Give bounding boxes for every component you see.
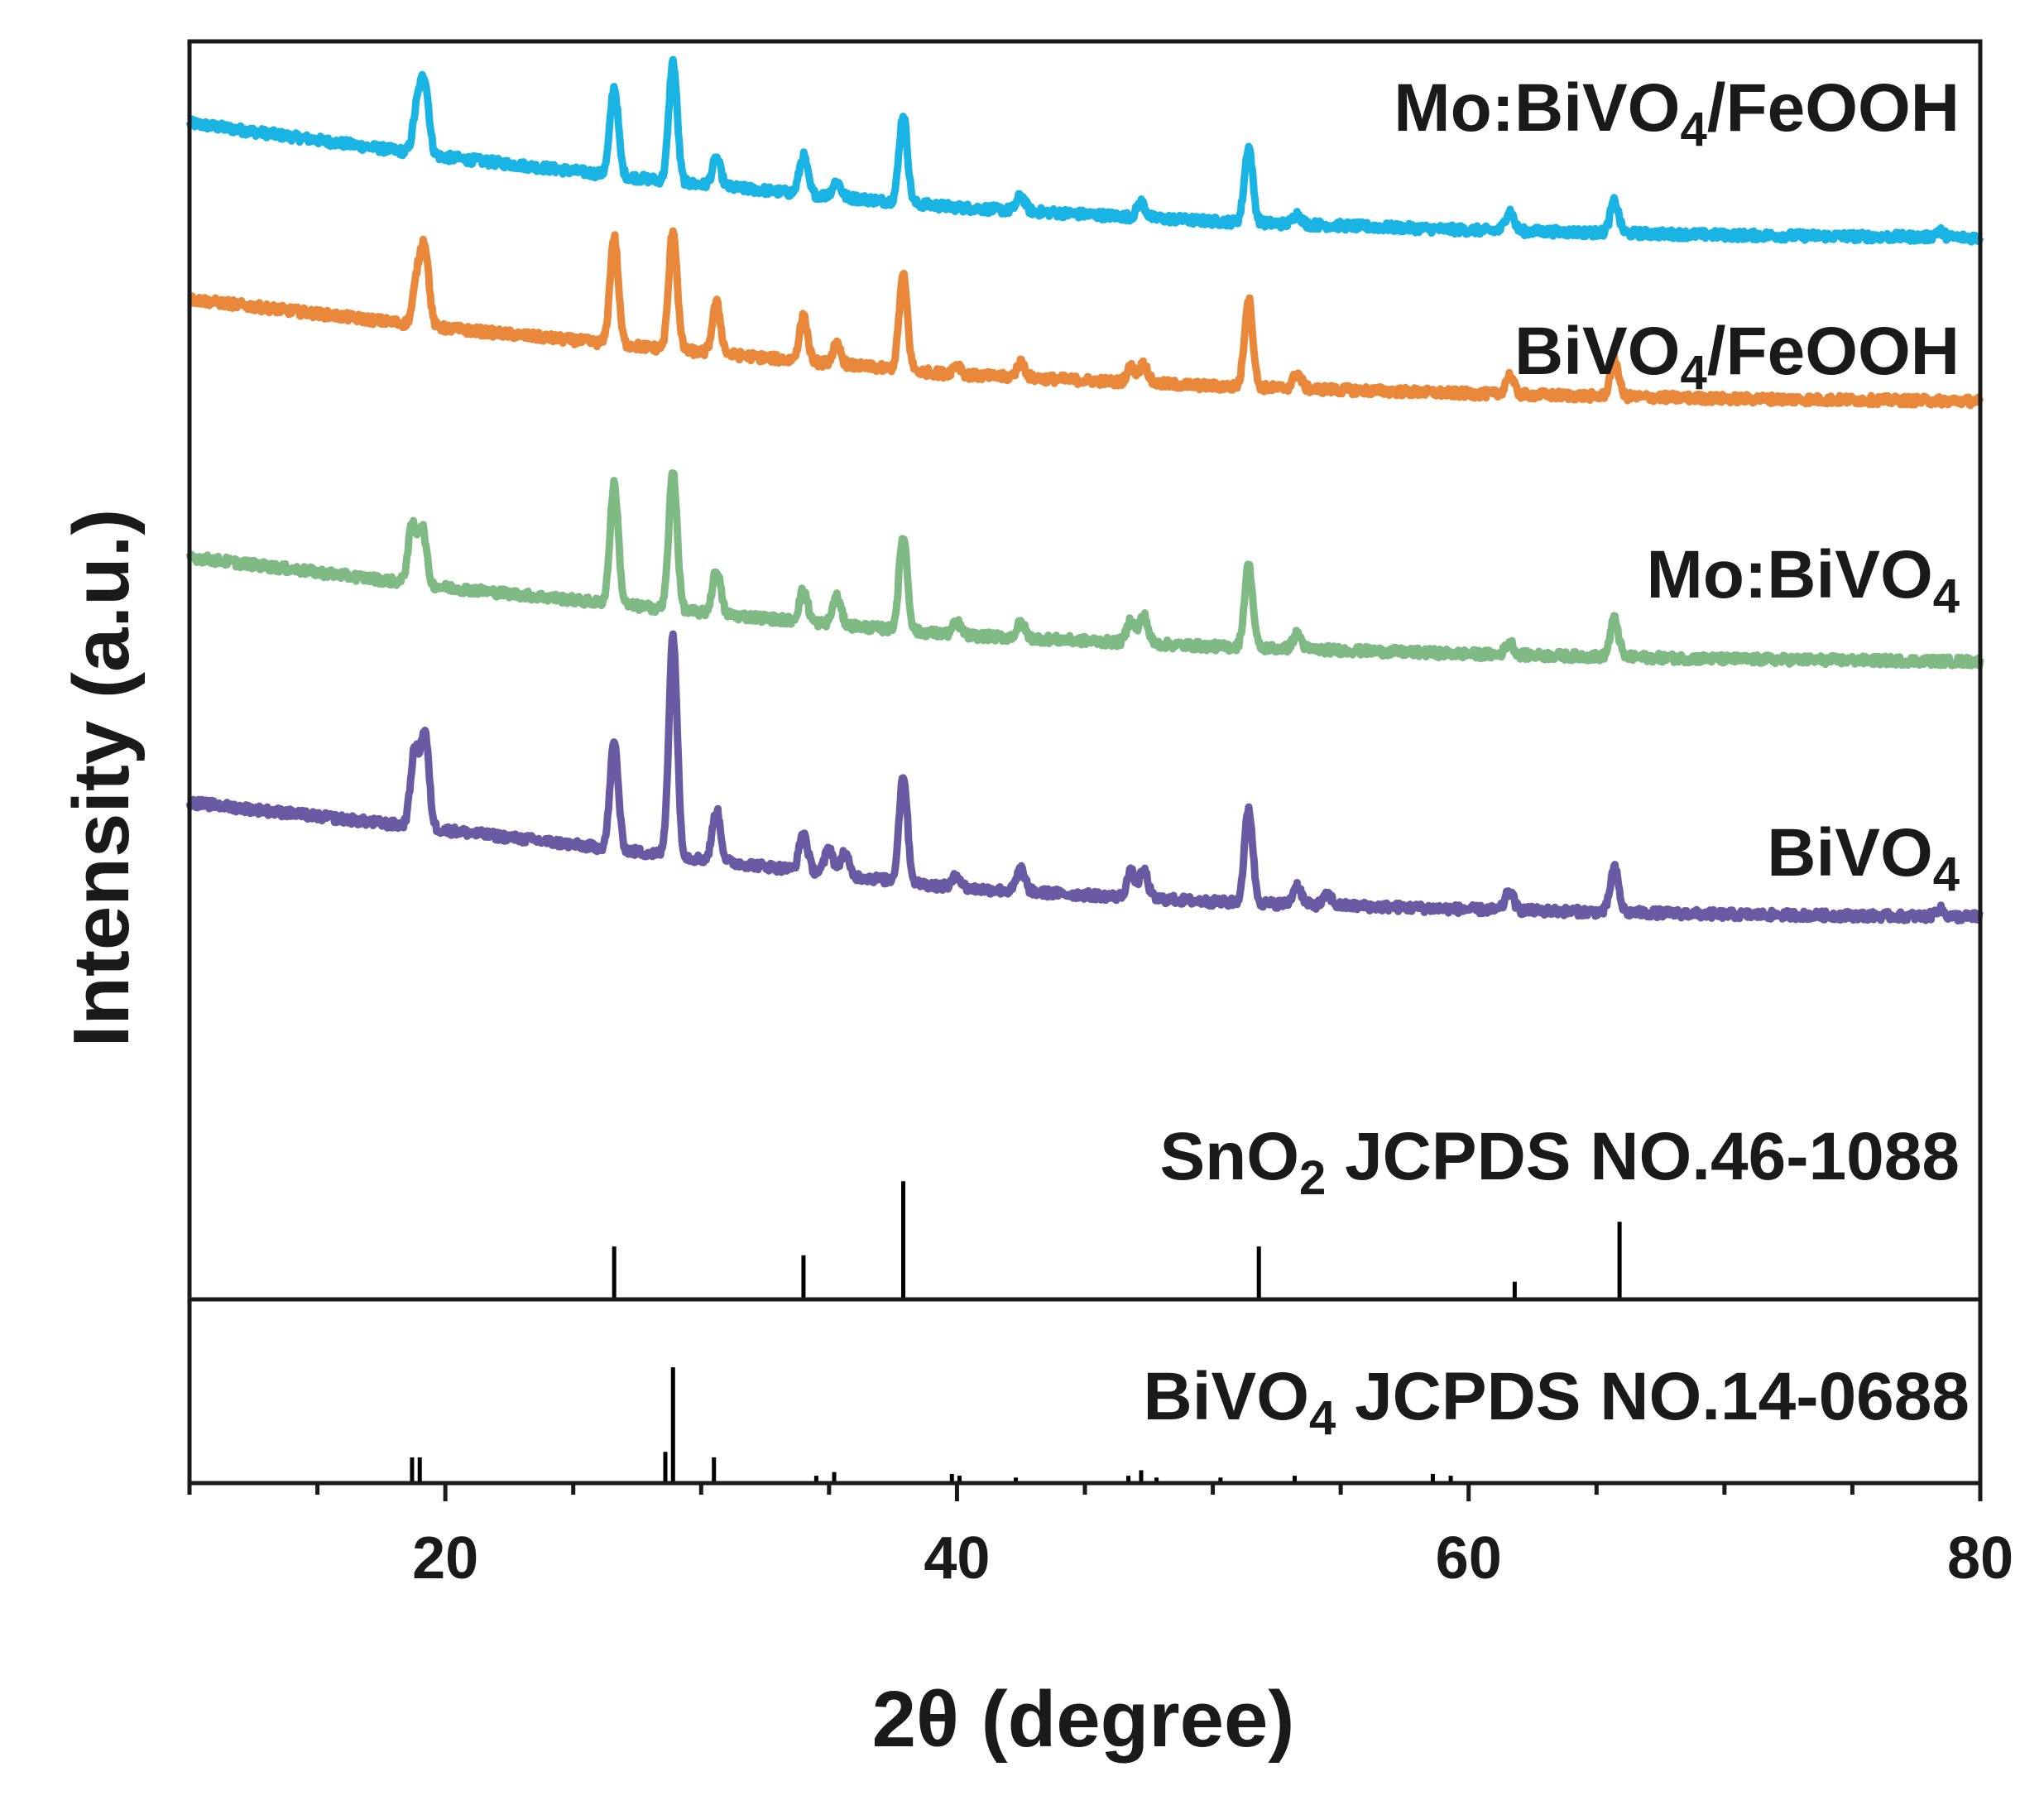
reference-label-1-sub: 4: [1309, 1391, 1336, 1445]
reference-layer: [410, 1181, 1622, 1483]
reference-label-1-main: BiVO: [1144, 1359, 1309, 1434]
series-label-0-main: Mo:BiVO: [1394, 70, 1680, 146]
series-label-3-main: BiVO: [1767, 815, 1932, 891]
x-tick-label-80: 80: [1947, 1525, 2013, 1592]
reference-label-1-tail: JCPDS NO.14-0688: [1336, 1359, 1970, 1434]
series-label-1-sub: 4: [1680, 346, 1706, 400]
series-line-0: [185, 55, 1984, 246]
series-label-0-sub: 4: [1680, 103, 1706, 156]
series-label-2-sub: 4: [1933, 569, 1960, 623]
reference-label-0-tail: JCPDS NO.46-1088: [1326, 1119, 1960, 1194]
x-tick-label-60: 60: [1436, 1525, 1502, 1592]
series-label-0: Mo:BiVO4/FeOOH: [1394, 70, 1960, 156]
reference-label-0-sub: 2: [1299, 1151, 1326, 1205]
reference-label-0: SnO2 JCPDS NO.46-1088: [1159, 1119, 1960, 1205]
plot-frame: [187, 39, 1983, 1486]
series-line-2: [185, 469, 1984, 670]
y-axis-title: Intensity (a.u.): [57, 509, 146, 1048]
x-axis-title: 2θ (degree): [872, 1675, 1295, 1764]
reference-label-0-main: SnO: [1159, 1119, 1299, 1194]
labels-layer: Mo:BiVO4/FeOOHBiVO4/FeOOHMo:BiVO4BiVO4Sn…: [1144, 70, 1970, 1445]
x-tick-label-40: 40: [924, 1525, 990, 1592]
series-label-1-main: BiVO: [1514, 314, 1680, 389]
plot-border: [187, 39, 1983, 1486]
x-axis: 20 40 60 80: [187, 1483, 2013, 1592]
series-label-1-tail: /FeOOH: [1707, 314, 1960, 389]
series-label-0-tail: /FeOOH: [1707, 70, 1960, 146]
series-line-3: [185, 630, 1984, 924]
series-layer: [185, 55, 1984, 924]
reference-label-1: BiVO4 JCPDS NO.14-0688: [1144, 1359, 1970, 1445]
series-line-1: [186, 227, 1984, 410]
series-label-3-sub: 4: [1933, 847, 1960, 901]
series-label-3: BiVO4: [1767, 815, 1960, 901]
x-tick-label-20: 20: [412, 1525, 478, 1592]
series-label-1: BiVO4/FeOOH: [1514, 314, 1960, 400]
series-label-2: Mo:BiVO4: [1647, 537, 1960, 623]
series-label-2-main: Mo:BiVO: [1647, 537, 1933, 612]
